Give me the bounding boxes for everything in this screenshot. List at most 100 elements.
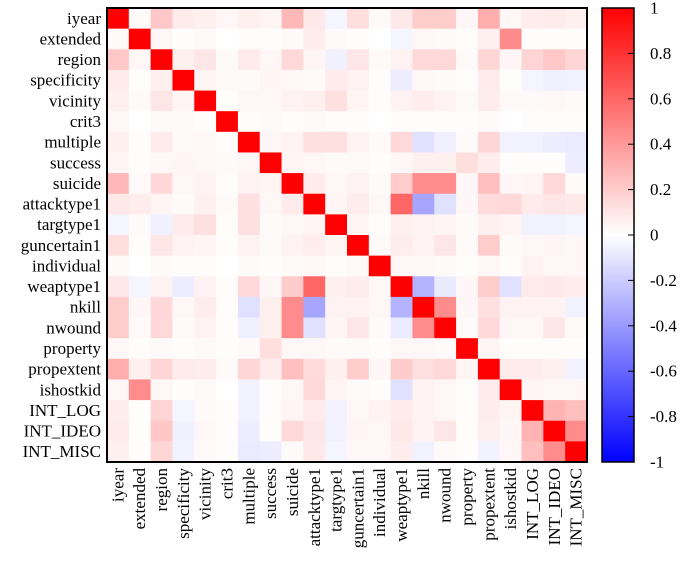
column-label: iyear (108, 468, 127, 502)
heatmap-cell (368, 276, 392, 298)
heatmap-cell (368, 131, 392, 153)
heatmap-cell (194, 49, 217, 71)
heatmap-cell (499, 317, 522, 339)
heatmap-cell (325, 235, 348, 257)
heatmap-cell (347, 338, 370, 360)
heatmap-cell (456, 255, 479, 277)
heatmap-cell (237, 235, 261, 257)
column-label: nwound (436, 468, 455, 523)
heatmap-cell (150, 8, 173, 30)
heatmap-cell (456, 111, 479, 133)
heatmap-cell (281, 193, 304, 215)
heatmap-cell (390, 379, 413, 401)
heatmap-cell (347, 255, 370, 277)
heatmap-cell (347, 173, 370, 195)
heatmap-cell (107, 276, 130, 298)
heatmap-cell (237, 400, 261, 422)
column-label: attacktype1 (305, 468, 324, 546)
heatmap-cell (565, 400, 588, 422)
heatmap-cell (150, 235, 173, 257)
heatmap-cell (172, 235, 195, 257)
heatmap-cell (107, 28, 130, 50)
heatmap-cell (194, 69, 217, 91)
heatmap-cell (128, 193, 152, 215)
heatmap-cell (565, 131, 588, 153)
heatmap-cell (434, 111, 457, 133)
heatmap-cell (368, 111, 392, 133)
heatmap-cell (194, 338, 217, 360)
heatmap-cell (368, 90, 392, 112)
column-label: vicinity (196, 468, 215, 520)
heatmap-cell (477, 49, 501, 71)
heatmap-cell (521, 49, 544, 71)
heatmap-cell (107, 317, 130, 339)
heatmap-cell (237, 255, 261, 277)
heatmap-cell (456, 441, 479, 463)
column-label: suicide (283, 468, 302, 516)
heatmap-cell (565, 90, 588, 112)
heatmap-cell (347, 8, 370, 30)
heatmap-cell (150, 69, 173, 91)
heatmap-cell (259, 49, 282, 71)
heatmap-cell (107, 338, 130, 360)
heatmap-cell (347, 317, 370, 339)
heatmap-cell (128, 420, 152, 442)
heatmap-cell (543, 296, 566, 318)
heatmap-cell (368, 317, 392, 339)
heatmap-cell (565, 441, 588, 463)
heatmap-cell (456, 214, 479, 236)
column-labels: iyear extended region specificity vicinity cr… (108, 468, 585, 549)
heatmap-cell (259, 214, 282, 236)
heatmap-cell (259, 317, 282, 339)
heatmap-cell (172, 400, 195, 422)
heatmap-cell (368, 69, 392, 91)
heatmap-cell (412, 152, 435, 174)
heatmap-cell (521, 400, 544, 422)
heatmap-cell (194, 152, 217, 174)
heatmap-cells (107, 8, 588, 463)
heatmap-cell (434, 400, 457, 422)
heatmap-cell (107, 358, 130, 380)
heatmap-cell (325, 49, 348, 71)
heatmap-cell (477, 152, 501, 174)
heatmap-cell (237, 338, 261, 360)
heatmap-cell (281, 152, 304, 174)
heatmap-cell (347, 235, 370, 257)
heatmap-cell (259, 69, 282, 91)
heatmap-cell (543, 69, 566, 91)
heatmap-cell (390, 173, 413, 195)
heatmap-cell (237, 8, 261, 30)
heatmap-cell (128, 338, 152, 360)
heatmap-cell (194, 317, 217, 339)
heatmap-cell (216, 296, 239, 318)
column-label: extended (130, 468, 149, 530)
heatmap-cell (194, 214, 217, 236)
heatmap-cell (128, 152, 152, 174)
column-label: INT_LOG (523, 468, 542, 540)
heatmap-cell (259, 193, 282, 215)
heatmap-cell (456, 317, 479, 339)
heatmap-cell (543, 28, 566, 50)
heatmap-cell (456, 400, 479, 422)
column-label: propextent (479, 468, 498, 541)
heatmap-cell (434, 441, 457, 463)
heatmap-cell (325, 90, 348, 112)
row-label: suicide (53, 174, 101, 193)
heatmap-cell (237, 49, 261, 71)
heatmap-cell (303, 379, 326, 401)
heatmap-cell (477, 420, 501, 442)
heatmap-cell (216, 111, 239, 133)
heatmap-cell (216, 69, 239, 91)
heatmap-cell (259, 111, 282, 133)
heatmap-cell (565, 255, 588, 277)
heatmap-cell (347, 49, 370, 71)
heatmap-cell (412, 379, 435, 401)
heatmap-cell (390, 90, 413, 112)
heatmap-cell (216, 358, 239, 380)
column-label: individual (370, 468, 389, 537)
heatmap-cell (434, 28, 457, 50)
row-label: specificity (30, 71, 101, 90)
heatmap-cell (281, 28, 304, 50)
heatmap-cell (216, 379, 239, 401)
heatmap-cell (347, 69, 370, 91)
